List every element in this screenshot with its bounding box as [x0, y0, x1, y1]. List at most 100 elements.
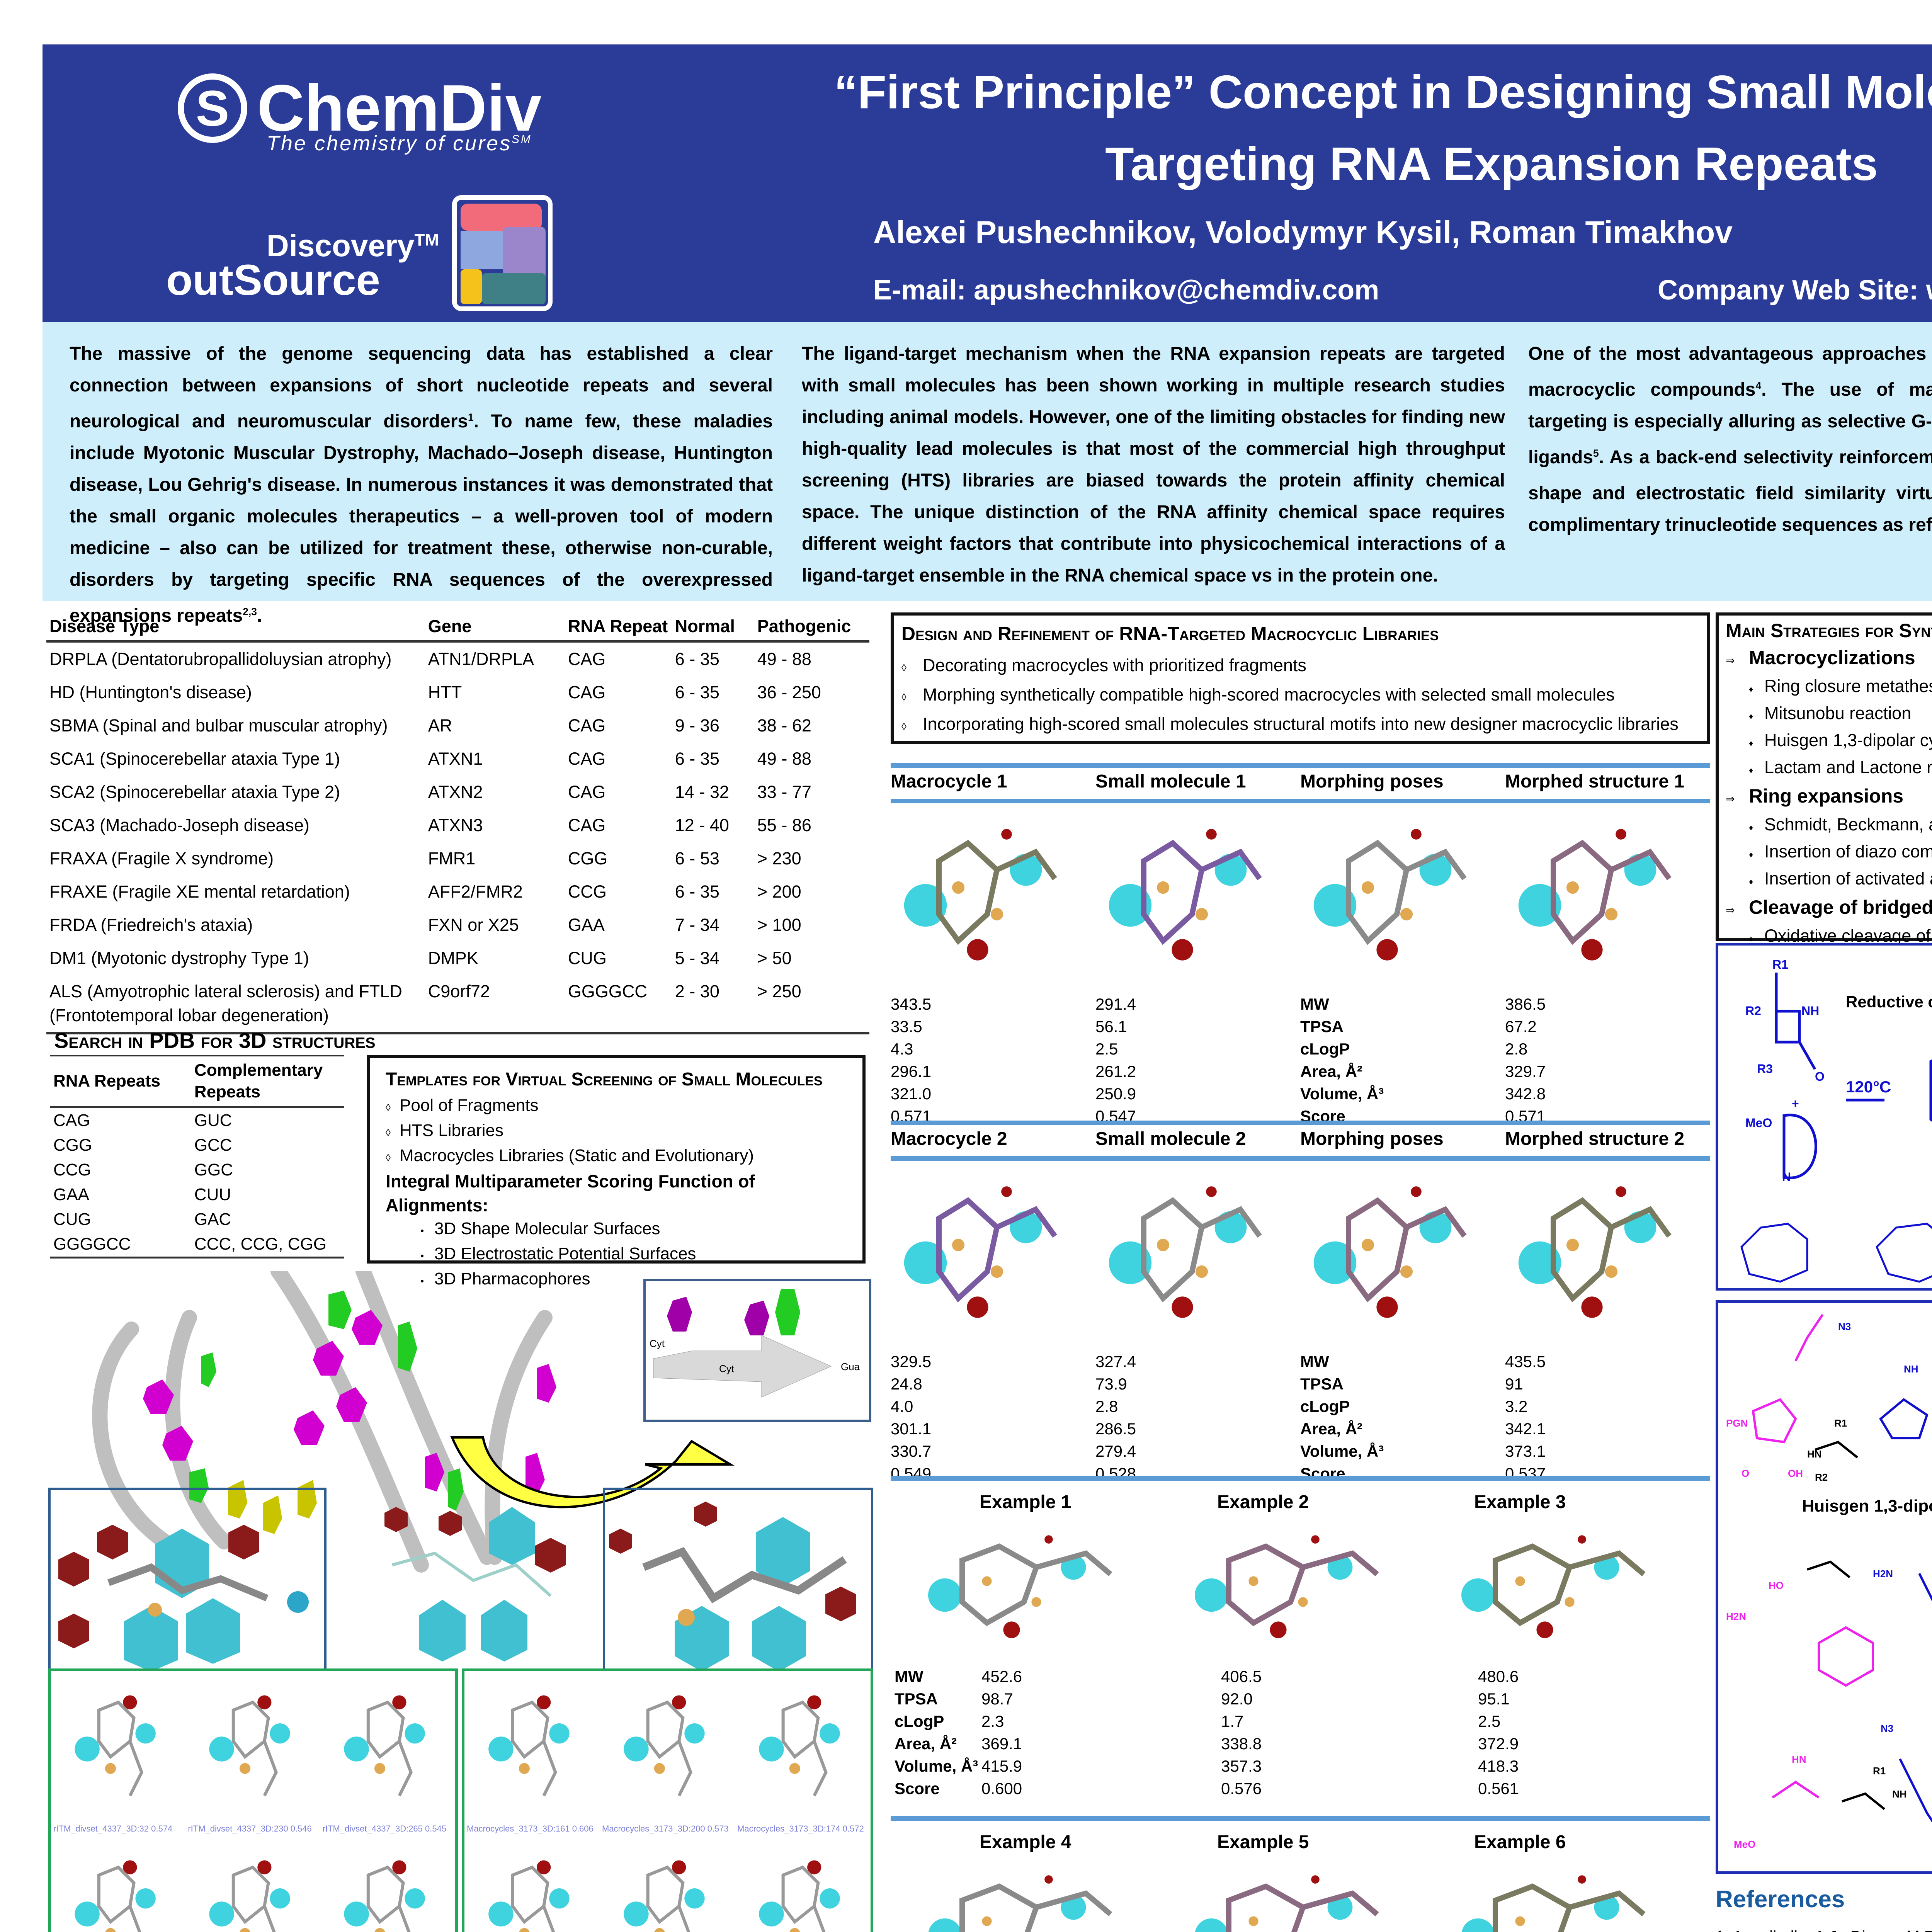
- svg-text:H2N: H2N: [1726, 1611, 1746, 1622]
- table-cell: 6 - 35: [675, 649, 719, 669]
- col-header-normal: Normal: [672, 612, 754, 643]
- property-value: 250.9: [1095, 1085, 1136, 1103]
- screening-hit-label: Macrocycles_3173_3D:200 0.573: [602, 1823, 729, 1833]
- table-row: HD (Huntington's disease) HTT CAG 6 - 35 36 …: [46, 676, 869, 709]
- morph-column-header: Small molecule 1: [1095, 771, 1246, 792]
- strategy-item: ♦ Huisgen 1,3-dipolar cycloaddition: [1726, 728, 1932, 755]
- svg-text:R1: R1: [1772, 957, 1788, 971]
- property-value: 24.8: [891, 1375, 922, 1393]
- screening-hit: rITM_divset_4337_3D:457 0.538: [320, 1836, 455, 1932]
- table-cell: SCA3 (Machado-Joseph disease): [49, 815, 310, 835]
- design-heading: Design and Refinement of RNA-Targeted Ma…: [901, 623, 1439, 645]
- pharmacophore-render-2: [384, 1507, 566, 1662]
- table-cell: > 50: [757, 948, 792, 968]
- strategy-item-label: Insertion of diazo compounds: [1764, 842, 1932, 861]
- table-header-row: Disease Type Gene RNA Repeat Normal Path…: [46, 612, 869, 643]
- table-cell: 33 - 77: [757, 782, 811, 802]
- property-label: cLogP: [895, 1712, 944, 1730]
- table-row: CAG GUC: [50, 1107, 344, 1133]
- molecule-render: [1505, 808, 1698, 985]
- table-cell: > 200: [757, 882, 801, 901]
- diamond-bullet-icon: ♦: [1749, 850, 1753, 859]
- authors: Alexei Pushechnikov, Volodymyr Kysil, Ro…: [873, 215, 1733, 250]
- svg-text:O: O: [1742, 1468, 1749, 1479]
- property-column: 291.4 56.1 2.5 261.2 250.9 0.547: [1095, 993, 1136, 1128]
- property-value: 3.2: [1505, 1397, 1528, 1415]
- property-value: 0.576: [1221, 1779, 1262, 1798]
- template-item-label: Pool of Fragments: [400, 1096, 539, 1115]
- molecule-render: [1095, 808, 1289, 985]
- table-cell: DMPK: [428, 948, 478, 968]
- table-cell: DM1 (Myotonic dystrophy Type 1): [49, 948, 309, 968]
- table-cell: 2 - 30: [672, 975, 754, 1034]
- svg-text:R1: R1: [1834, 1417, 1847, 1429]
- morph-column-header: Macrocycle 1: [891, 771, 1007, 792]
- table-row: CGG GCC: [50, 1133, 344, 1158]
- property-label: TPSA: [895, 1690, 938, 1708]
- references-list: 1. Angelbello, A.J.; Disney, M.D. et al.…: [1716, 1924, 1932, 1932]
- table-row: FRAXE (Fragile XE mental retardation) AFF…: [46, 875, 869, 908]
- table-cell: GAC: [194, 1210, 231, 1229]
- svg-text:MeO: MeO: [1745, 1116, 1772, 1130]
- table-cell: CAG: [53, 1111, 90, 1130]
- morph-column-header: Morphing poses: [1300, 771, 1444, 792]
- intro-paragraph-3: One of the most advantageous approaches …: [1528, 344, 1932, 535]
- property-value: 435.5: [1505, 1352, 1546, 1371]
- diamond-bullet-icon: ◊: [386, 1152, 391, 1163]
- property-value: 342.8: [1505, 1085, 1546, 1103]
- strategy-item-label: Huisgen 1,3-dipolar cycloaddition: [1764, 730, 1932, 750]
- property-value: 2.3: [981, 1712, 1004, 1730]
- scoring-item-label: 3D Shape Molecular Surfaces: [434, 1219, 660, 1238]
- table-cell: ALS (Amyotrophic lateral sclerosis) and …: [46, 975, 425, 1034]
- strategy-group: ⇒ Ring expansions: [1726, 782, 1932, 813]
- poster-title: “First Principle” Concept in Designing S…: [757, 56, 1932, 200]
- table-cell: ATN1/DRPLA: [428, 649, 534, 669]
- screening-hit: Macrocycles_3173_3D:174 0.572: [735, 1671, 870, 1836]
- template-item: ◊ HTS Libraries: [386, 1119, 847, 1144]
- svg-text:NH: NH: [1801, 1004, 1819, 1018]
- references-heading: References: [1716, 1886, 1845, 1913]
- table-cell: GGGGCC: [565, 975, 672, 1034]
- property-value: 92.0: [1221, 1690, 1253, 1708]
- molecule-render: [1095, 1165, 1289, 1343]
- scoring-item: • 3D Electrostatic Potential Surfaces: [386, 1242, 847, 1267]
- svg-text:NH: NH: [1904, 1363, 1918, 1375]
- property-value: 2.5: [1095, 1040, 1118, 1058]
- svg-text:H2N: H2N: [1873, 1568, 1893, 1580]
- example-title: Example 5: [1217, 1832, 1309, 1852]
- diamond-bullet-icon: ♦: [1749, 765, 1753, 775]
- property-label: MW: [895, 1667, 923, 1685]
- property-value: 480.6: [1478, 1667, 1519, 1685]
- strategies-heading: Main Strategies for Synthesis of Macrocy…: [1726, 620, 1932, 641]
- table-cell: 6 - 35: [675, 749, 719, 769]
- screening-hit: rITM_divset_4337_3D:32 0.574: [51, 1671, 185, 1836]
- table-cell: 55 - 86: [757, 815, 811, 835]
- design-refinement-box: Design and Refinement of RNA-Targeted Ma…: [891, 612, 1710, 744]
- table-cell: > 230: [757, 849, 801, 868]
- email-link[interactable]: E-mail: apushechnikov@chemdiv.com: [873, 275, 1379, 306]
- property-labels: MW TPSA cLogP Area, Å² Volume, Å³ Score: [895, 1665, 978, 1800]
- scoring-item-label: 3D Electrostatic Potential Surfaces: [434, 1244, 696, 1263]
- screening-hit-label: Macrocycles_3173_3D:161 0.606: [467, 1823, 594, 1833]
- property-value: 95.1: [1478, 1690, 1510, 1708]
- screening-hit: rITM_divset_4337_3D:259 0.557: [51, 1836, 185, 1932]
- morph-column-header: Morphed structure 2: [1505, 1129, 1685, 1149]
- diamond-bullet-icon: ♦: [1749, 934, 1753, 944]
- table-row: DM1 (Myotonic dystrophy Type 1) DMPK CUG 5 …: [46, 942, 869, 975]
- table-cell: CAG: [568, 749, 606, 769]
- property-column: MW TPSA cLogP Area, Å² Volume, Å³ Score: [1300, 1350, 1384, 1485]
- strategy-item: ♦ Insertion of activated alkynes: [1726, 867, 1932, 894]
- property-label: Score: [895, 1779, 940, 1798]
- property-value: 386.5: [1505, 995, 1546, 1013]
- morph-column-header: Small molecule 2: [1095, 1129, 1246, 1149]
- diamond-bullet-icon: ♦: [1749, 684, 1753, 694]
- website-link[interactable]: Company Web Site: www.chemdiv.com: [1658, 275, 1932, 306]
- col-header-rna-repeats: RNA Repeats: [50, 1055, 191, 1108]
- property-value: 0.561: [1478, 1779, 1519, 1798]
- property-value: Volume, Å³: [1300, 1085, 1384, 1103]
- table-cell: 14 - 32: [675, 782, 729, 802]
- table-cell: GCC: [194, 1136, 232, 1155]
- property-value: 73.9: [1095, 1375, 1127, 1393]
- scoring-heading: Integral Multiparameter Scoring Function…: [386, 1171, 755, 1215]
